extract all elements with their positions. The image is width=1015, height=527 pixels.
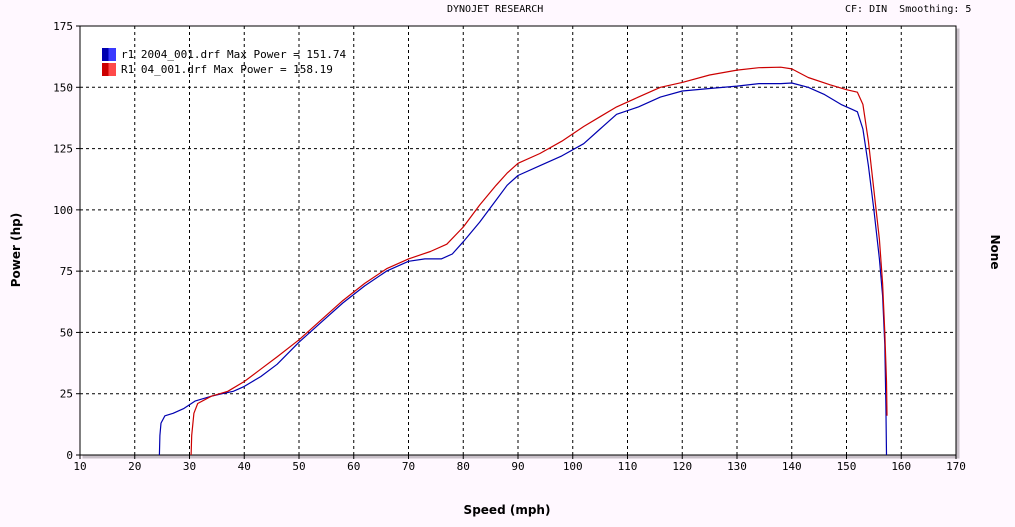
y-tick-label: 25 [60, 388, 73, 401]
y-tick-label: 175 [53, 20, 73, 33]
secondary-y-axis-label: None [988, 234, 1002, 270]
y-tick-label: 50 [60, 326, 73, 339]
x-tick-label: 150 [837, 460, 857, 473]
y-tick-label: 75 [60, 265, 73, 278]
legend-entry-2: R1 04_001.drf Max Power = 158.19 [102, 62, 333, 76]
chart-settings: CF: DIN Smoothing: 5 [845, 4, 972, 15]
x-tick-label: 110 [618, 460, 638, 473]
series-line-2 [190, 66, 888, 456]
x-tick-label: 70 [402, 460, 415, 473]
series-line-1 [158, 82, 888, 456]
x-tick-label: 130 [727, 460, 747, 473]
x-tick-label: 60 [347, 460, 360, 473]
x-tick-label: 30 [183, 460, 196, 473]
x-tick-label: 140 [782, 460, 802, 473]
y-tick-label: 0 [66, 449, 73, 462]
x-tick-label: 100 [563, 460, 583, 473]
x-tick-label: 80 [457, 460, 470, 473]
legend-entry-1: r1 2004_001.drf Max Power = 151.74 [102, 47, 346, 61]
legend-label-1: r1 2004_001.drf Max Power = 151.74 [121, 47, 347, 61]
x-tick-label: 50 [292, 460, 305, 473]
x-tick-label: 160 [891, 460, 911, 473]
y-axis-label: Power (hp) [9, 212, 23, 288]
plot-background [79, 25, 957, 456]
y-tick-label: 150 [53, 81, 73, 94]
x-tick-label: 120 [672, 460, 692, 473]
x-tick-label: 40 [238, 460, 251, 473]
legend-swatch-2 [102, 62, 116, 76]
legend-swatch-1 [102, 47, 116, 61]
chart-title: DYNOJET RESEARCH [447, 4, 544, 15]
x-axis-label: Speed (mph) [463, 503, 551, 517]
y-tick-label: 100 [53, 204, 73, 217]
x-tick-label: 20 [128, 460, 141, 473]
y-tick-label: 125 [53, 143, 73, 156]
x-tick-label: 90 [511, 460, 524, 473]
legend-label-2: R1 04_001.drf Max Power = 158.19 [121, 62, 333, 76]
x-tick-label: 170 [946, 460, 966, 473]
x-tick-label: 10 [73, 460, 86, 473]
